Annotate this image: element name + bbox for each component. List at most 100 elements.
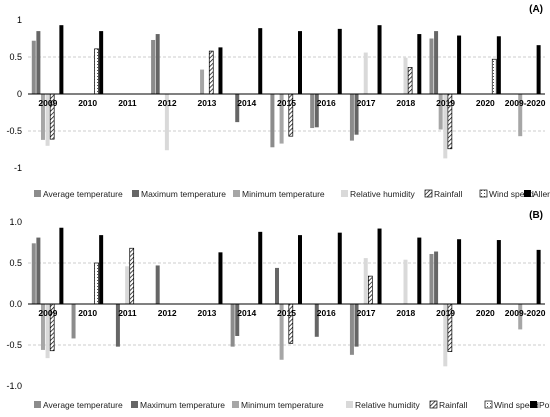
y-tick-label: 0.0 [9,299,22,309]
bar-pollen-2016 [337,232,342,304]
y-tick-label: 0 [17,89,22,99]
bar-wind-speed-2010 [94,48,99,95]
legend-label: Relative humidity [350,189,415,199]
bar-relative-humidity-2019 [443,304,448,367]
bar-wind-speed-2010 [94,262,99,305]
legend-item-maximum-temperature: Maximum temperature [132,189,226,199]
category-label: 2010 [78,98,97,108]
bar-maximum-temperature-2015 [275,267,279,304]
bar-rainfall-2013 [208,50,214,95]
legend-item-wind-speed: Wind speed [484,400,539,410]
bar-relative-humidity-2019 [443,94,448,159]
bar-maximum-temperature-2009 [36,31,41,95]
bar-allergen-2020 [496,36,501,94]
bar-minimum-temperature-2015 [279,304,284,360]
category-label: 2012 [158,308,177,318]
bar-pollen-2009-2020 [536,249,541,304]
bar-allergen-2014 [258,28,263,94]
category-label: 2015 [277,98,296,108]
legend-swatch [131,401,138,408]
legend-swatch [232,401,239,408]
legend-swatch [132,190,139,197]
bar-pollen-2009 [59,227,64,304]
bar-relative-humidity-2018 [403,259,408,304]
bar-minimum-temperature-2009 [40,94,45,140]
legend-item-average-temperature: Average temperature [34,189,123,199]
legend-label: Rainfall [434,189,462,199]
legend-label: Wind speed [494,400,539,410]
bar-wind-speed-2020 [491,58,497,95]
category-label: 2013 [198,98,217,108]
legend-item-minimum-temperature: Minimum temperature [232,400,324,410]
bar-average-temperature-2012 [151,39,156,94]
legend-label: Relative humidity [355,400,420,410]
bar-pollen-2010 [99,235,104,304]
bar-maximum-temperature-2016 [314,304,319,337]
legend-label: Rainfall [439,400,467,410]
bar-allergen-2009-2020 [536,45,541,94]
legend-item-average-temperature: Average temperature [34,400,123,410]
bar-minimum-temperature-2009 [40,304,45,350]
bar-average-temperature-2009 [31,40,36,94]
y-tick-label: 0.5 [9,258,22,268]
y-tick-label: -0.5 [6,340,22,350]
legend-label: Maximum temperature [140,400,225,410]
legend-label: Maximum temperature [141,189,226,199]
bar-average-temperature-2010 [71,304,76,339]
bar-maximum-temperature-2012 [155,265,160,304]
bar-average-temperature-2015 [270,94,275,148]
bar-allergen-2019 [457,35,462,94]
bar-pollen-2014 [258,231,263,304]
bar-pollen-2019 [457,239,462,304]
category-label: 2012 [158,98,177,108]
category-label: 2009 [38,98,57,108]
category-label: 2011 [118,98,137,108]
bar-relative-humidity-2009 [45,94,50,146]
bar-average-temperature-2017 [349,304,354,355]
bar-rainfall-2011 [129,247,135,305]
bar-maximum-temperature-2014 [235,304,240,336]
category-label: 2009 [38,308,57,318]
panel-b-chart: -1.0 -0.5 0.0 0.5 1.0 (B) 2009 2010 2011 2012 2013… [6,210,550,410]
category-label: 2011 [118,308,137,318]
legend-item-relative-humidity: Relative humidity [341,189,415,199]
bar-average-temperature-2014 [230,304,235,347]
category-label: 2014 [237,308,256,318]
bar-relative-humidity-2017 [363,258,368,304]
bar-average-temperature-2017 [349,94,354,141]
legend-label: Allergen [533,189,550,199]
legend-swatch [233,190,240,197]
bar-allergen-2015 [298,31,302,95]
panel-label: (A) [529,4,543,15]
bar-relative-humidity-2017 [363,52,368,94]
bar-maximum-temperature-2017 [354,94,359,135]
legend-label: Pollen [539,400,550,410]
category-label: 2019 [436,308,455,318]
bar-relative-humidity-2009 [45,304,50,359]
bar-allergen-2017 [377,25,382,94]
legend-swatch [424,189,433,198]
legend-label: Minimum temperature [242,189,325,199]
y-tick-label: 0.5 [9,52,22,62]
category-label: 2016 [317,308,336,318]
legend-item-allergen: Allergen [524,189,550,199]
bar-average-temperature-2019 [429,38,434,94]
bar-maximum-temperature-2011 [115,304,120,347]
legend-swatch [341,190,348,197]
y-tick-label: -0.5 [6,126,22,136]
bar-rainfall-2017 [367,275,373,305]
bar-average-temperature-2019 [429,253,434,304]
category-label: 2019 [436,98,455,108]
bar-pollen-2018 [417,237,422,304]
y-tick-label: 1 [17,15,22,25]
legend-item-relative-humidity: Relative humidity [346,400,420,410]
bar-relative-humidity-2012 [164,94,169,151]
panel-label: (B) [529,210,543,221]
legend-swatch [34,190,41,197]
bar-maximum-temperature-2014 [235,94,240,123]
bar-maximum-temperature-2012 [155,34,160,94]
category-label: 2015 [277,308,296,318]
category-label: 2013 [198,308,217,318]
bar-maximum-temperature-2019 [434,31,439,95]
